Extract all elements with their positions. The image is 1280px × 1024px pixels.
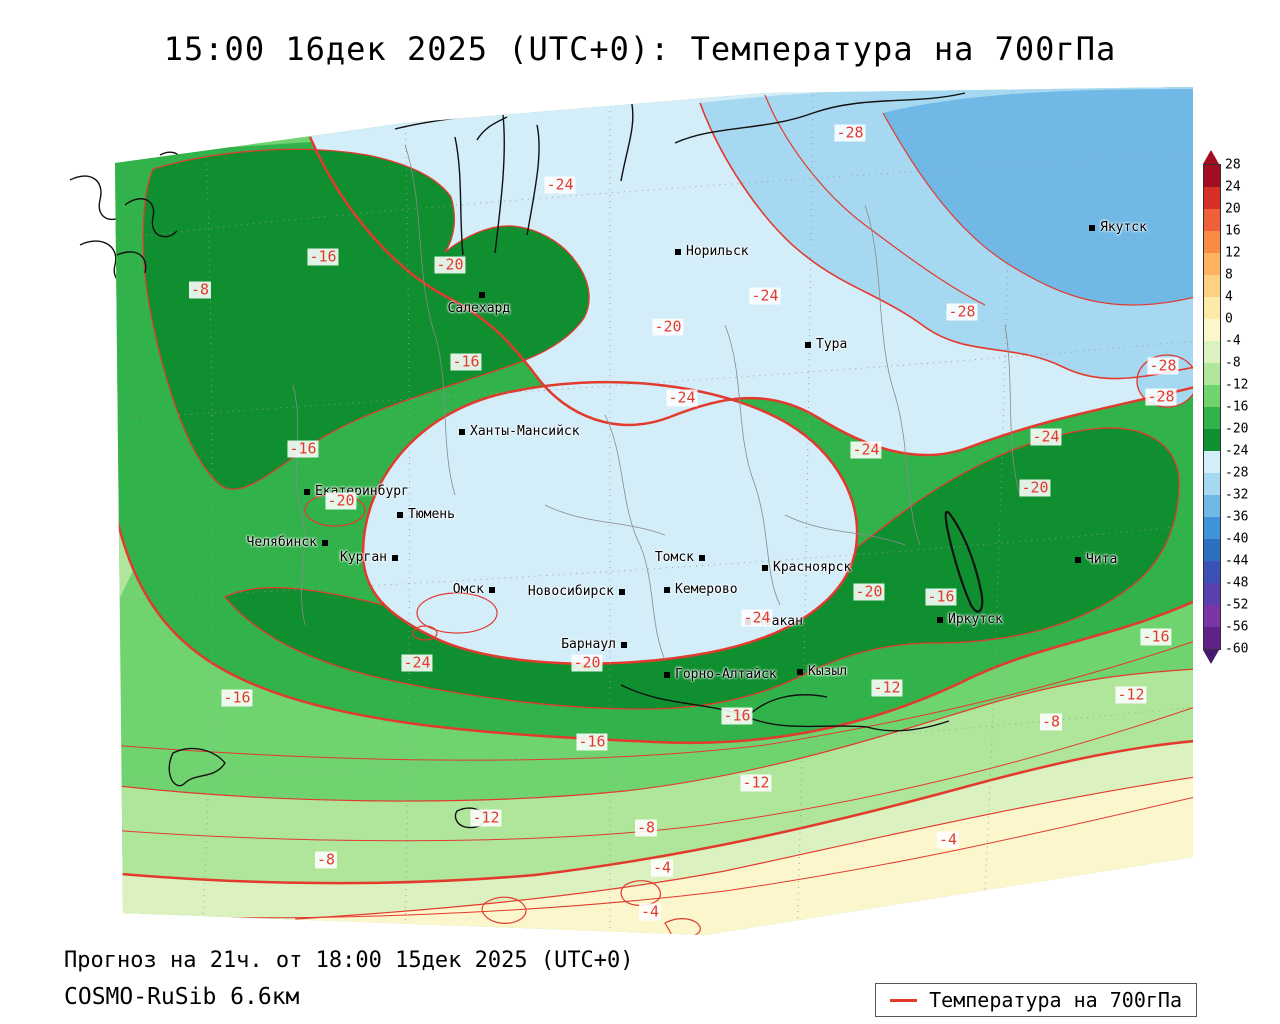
colorbar-arrow-up xyxy=(1203,150,1219,164)
forecast-info: Прогноз на 21ч. от 18:00 15дек 2025 (UTC… xyxy=(64,948,634,973)
colorbar-cell xyxy=(1204,319,1220,341)
colorbar-tick-label: -12 xyxy=(1225,377,1249,393)
colorbar-cell xyxy=(1204,561,1220,583)
colorbar-tick-label: -48 xyxy=(1225,575,1249,591)
colorbar: 28 24 20 16 12 8 4 0 -4 -8 -12 -16 -20 -24 -28 -32 -36 -4… xyxy=(1203,150,1248,664)
colorbar-tick-label: 20 xyxy=(1225,201,1241,217)
region-nw-minus20 xyxy=(142,148,590,490)
colorbar-tick-label: 0 xyxy=(1225,311,1233,327)
pool-core-loop-small xyxy=(412,625,438,641)
legend-contour-line-sample xyxy=(890,998,918,1002)
region-ne-minus32 xyxy=(883,89,1193,306)
colorbar-cell xyxy=(1204,517,1220,539)
admin-borders xyxy=(292,144,1021,661)
colorbar-tick-label: 8 xyxy=(1225,267,1233,283)
colorbar-tick-label: 28 xyxy=(1225,157,1241,173)
temperature-field-svg xyxy=(69,87,1193,935)
colorbar-cell xyxy=(1204,429,1220,451)
colorbar-cell xyxy=(1204,407,1220,429)
colorbar-tick-label: 24 xyxy=(1225,179,1241,195)
colorbar-cell xyxy=(1204,363,1220,385)
colorbar-cell xyxy=(1204,451,1220,473)
model-info: COSMO-RuSib 6.6км xyxy=(64,984,300,1010)
colorbar-cell xyxy=(1204,297,1220,319)
colorbar-tick-label: -20 xyxy=(1225,421,1249,437)
contour-lines xyxy=(115,94,1193,935)
colorbar-cell xyxy=(1204,539,1220,561)
colorbar-cell xyxy=(1204,473,1220,495)
colorbar-tick-label: -36 xyxy=(1225,509,1249,525)
graticule xyxy=(115,87,1193,935)
legend-box: Температура на 700гПа xyxy=(875,983,1197,1017)
colorbar-cell xyxy=(1204,385,1220,407)
colorbar-cell xyxy=(1204,209,1220,231)
colorbar-tick-label: -44 xyxy=(1225,553,1249,569)
colorbar-cell xyxy=(1204,627,1220,649)
colorbar-tick-label: -4 xyxy=(1225,333,1241,349)
colorbar-cell xyxy=(1204,341,1220,363)
colorbar-cell xyxy=(1204,187,1220,209)
colorbar-tick-label: -56 xyxy=(1225,619,1249,635)
geo-lines xyxy=(116,92,984,829)
colorbar-tick-label: -32 xyxy=(1225,487,1249,503)
legend-label: Температура на 700гПа xyxy=(929,988,1182,1012)
colorbar-tick-label: -40 xyxy=(1225,531,1249,547)
colorbar-tick-label: 12 xyxy=(1225,245,1241,261)
colorbar-tick-label: -60 xyxy=(1225,641,1249,657)
weather-map: Норильск Якутск Салехард Тура Ханты-Мансийск… xyxy=(65,85,1195,940)
colorbar-cell xyxy=(1204,165,1220,187)
page-title: 15:00 16дек 2025 (UTC+0): Температура на… xyxy=(163,30,1117,68)
colorbar-cell xyxy=(1204,583,1220,605)
colorbar-tick-label: -24 xyxy=(1225,443,1249,459)
colorbar-cell xyxy=(1204,253,1220,275)
colorbar-tick-label: -16 xyxy=(1225,399,1249,415)
colorbar-cell xyxy=(1204,495,1220,517)
colorbar-tick-label: 4 xyxy=(1225,289,1233,305)
colorbar-tick-label: 16 xyxy=(1225,223,1241,239)
colorbar-arrow-down xyxy=(1203,650,1219,664)
colorbar-tick-label: -28 xyxy=(1225,465,1249,481)
colorbar-tick-label: -8 xyxy=(1225,355,1241,371)
colorbar-cell xyxy=(1204,231,1220,253)
colorbar-cell xyxy=(1204,605,1220,627)
colorbar-cell xyxy=(1204,275,1220,297)
pool-core-loop xyxy=(416,592,498,634)
colorbar-cells xyxy=(1203,164,1221,650)
colorbar-tick-label: -52 xyxy=(1225,597,1249,613)
